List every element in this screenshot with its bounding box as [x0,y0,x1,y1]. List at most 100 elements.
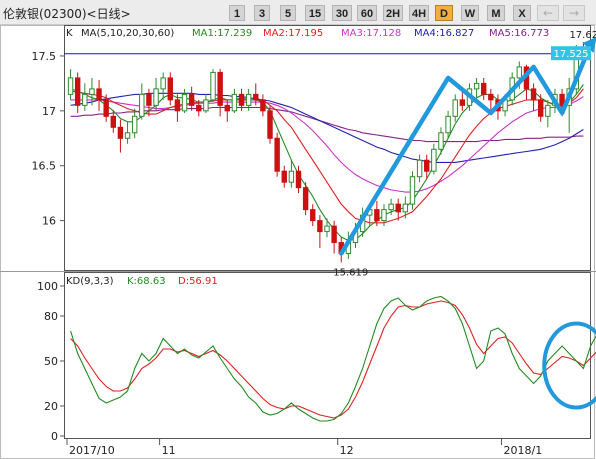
candle-body [324,225,330,233]
last-price-label: 17.525 [554,49,589,60]
x-tick-label: 11 [162,444,176,457]
x-tick-label: 12 [340,444,354,457]
period-button-2h[interactable]: 2H [383,5,403,21]
kd-y-tick-label: 100 [37,280,58,293]
candle-body [74,77,81,106]
candle-body [459,99,466,106]
period-button-1[interactable]: 1 [229,5,245,21]
candle-body [139,93,145,117]
price-y-tick-label: 16 [42,215,56,228]
candle-body [131,115,138,134]
candle-body [124,132,131,139]
legend-ma5: MA5:16.773 [489,28,549,39]
candle-body [196,104,202,112]
period-button-3[interactable]: 3 [254,5,270,21]
last-price-tag [551,46,591,61]
period-button-w[interactable]: W [461,5,479,21]
candle-body [537,99,544,117]
candle-body [67,77,74,95]
candle-body [530,88,537,101]
legend-ma1: MA1:17.239 [192,28,252,39]
period-button-d[interactable]: D [435,5,453,21]
kd-panel-frame [64,272,591,439]
candle-body [238,93,245,106]
period-button-5[interactable]: 5 [280,5,296,21]
candle-body [174,99,181,112]
candle-body [224,104,230,112]
candle-body [559,93,565,106]
low-price-label: 15.619 [333,267,368,278]
candle-body [431,148,437,172]
period-button-m[interactable]: M [487,5,505,21]
candle-body [381,209,387,222]
kd-y-tick-label: 20 [44,400,58,413]
candle-body [188,93,195,106]
candle-body [374,209,380,222]
candle-body [103,99,109,117]
price-panel-frame [64,25,591,271]
candle-body [89,88,95,95]
legend-d: D:56.91 [178,276,218,287]
price-y-tick-label: 17.5 [32,50,57,63]
period-button-30[interactable]: 30 [332,5,352,21]
kd-y-tick-label: 50 [44,355,58,368]
legend-ma2: MA2:17.195 [263,28,323,39]
period-button-4h[interactable]: 4H [409,5,429,21]
candle-body [452,99,458,117]
candle-body [267,110,273,139]
candle-body [516,66,523,79]
candle-body [146,93,152,106]
candle-body [438,132,444,150]
period-button-15[interactable]: 15 [305,5,325,21]
d-line [70,300,596,419]
candle-body [110,115,117,128]
kd-y-tick-label: 80 [44,310,58,323]
candle-body [388,203,394,211]
candle-body [253,93,259,101]
period-button-60[interactable]: 60 [357,5,377,21]
candle-body [331,225,337,244]
toolbar: 伦敦银(02300)<日线> 1 3 5 15 30 60 2H 4H D W M X ← → [0,0,596,25]
candle-body [402,203,409,213]
candle-body [245,93,252,106]
candle-body [288,170,295,183]
candle-body [82,93,88,106]
candle-body [481,82,487,95]
stock-title: 伦敦银(02300)<日线> [3,7,131,21]
kd-annotation-circle [542,321,596,410]
candle-body [545,104,551,117]
price-y-tick-label: 16.5 [32,160,57,173]
arrow-left-icon[interactable]: ← [537,5,559,21]
candle-body [302,187,309,211]
candle-body [416,159,423,178]
candle-body [260,99,266,112]
candle-body [203,99,209,112]
candle-body [160,77,166,90]
x-tick-label: 2018/1 [504,444,543,457]
arrow-right-icon[interactable]: → [563,5,585,21]
candle-body [181,93,188,112]
candle-body [488,93,494,101]
candle-body [274,137,280,172]
period-button-x[interactable]: X [513,5,531,21]
x-tick-label: 2017/10 [69,444,115,457]
candle-body [167,77,173,101]
candle-body [217,71,223,106]
trend-annotation-line [338,42,593,256]
candle-body [409,176,416,205]
candle-body [96,88,102,101]
candle-body [473,82,480,90]
kd-y-tick-label: 0 [51,430,58,443]
candle-body [295,170,302,189]
candle-body [445,115,451,134]
legend-ma4: MA4:16.827 [414,28,474,39]
price-y-tick-label: 17 [42,105,56,118]
candle-body [153,88,159,106]
price-panel-title: K [66,28,73,39]
legend-k: K:68.63 [127,276,166,287]
candle-body [117,126,124,139]
candle-body [317,220,323,233]
kd-panel-title: KD(9,3,3) [66,276,114,287]
candle-body [310,209,316,222]
